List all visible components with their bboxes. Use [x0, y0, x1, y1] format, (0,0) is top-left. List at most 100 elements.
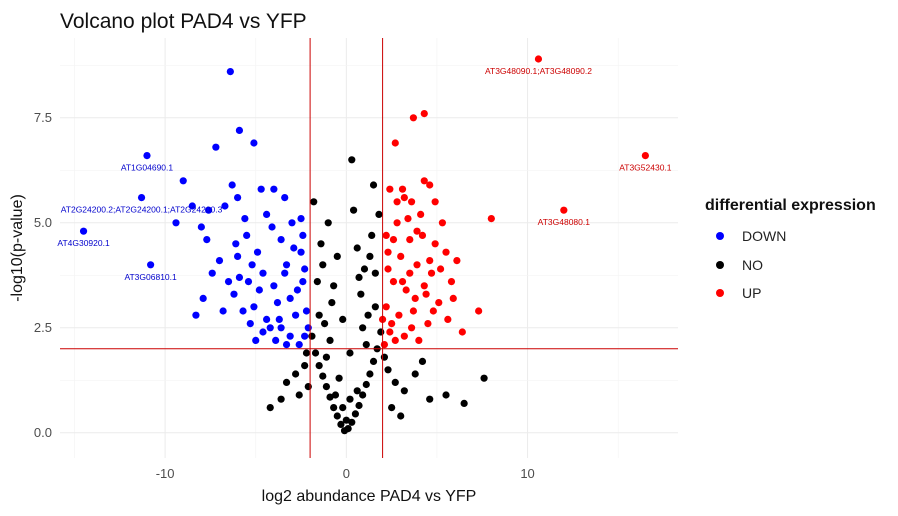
data-point-down [297, 215, 305, 223]
data-point-no [359, 324, 367, 332]
data-point-no [319, 372, 327, 380]
data-point-up [386, 328, 394, 336]
data-point-no [277, 395, 285, 403]
data-point-up [420, 282, 428, 290]
data-point-down [199, 294, 207, 302]
data-point-down [197, 223, 205, 231]
data-point-down [244, 278, 253, 286]
x-tick-label: -10 [156, 466, 175, 481]
data-point-up [449, 294, 457, 302]
data-point-no [348, 418, 356, 426]
data-point-up [398, 185, 407, 193]
data-point-up [409, 307, 418, 315]
x-tick-label: 0 [343, 466, 350, 481]
data-point-down [250, 139, 258, 147]
data-point-down [255, 286, 263, 294]
data-point-up [444, 315, 452, 323]
data-point-up [534, 55, 543, 63]
data-point-no [353, 387, 361, 395]
data-point-up [400, 194, 408, 202]
data-point-up [389, 278, 398, 286]
data-point-down [221, 202, 229, 210]
legend-key-no [716, 261, 724, 269]
data-point-down [137, 194, 146, 202]
data-point-no [320, 320, 329, 328]
data-point-up [415, 336, 423, 344]
data-point-no [333, 412, 341, 420]
data-point-no [400, 387, 408, 395]
data-point-up [406, 269, 414, 277]
data-point-no [339, 315, 347, 323]
data-point-down [275, 315, 283, 323]
data-point-down [281, 194, 289, 202]
data-point-down [234, 194, 242, 202]
data-point-no [353, 244, 361, 252]
data-point-down [228, 181, 236, 189]
data-point-down [226, 68, 234, 76]
data-point-down [277, 236, 285, 244]
data-point-up [388, 320, 396, 328]
data-point-down [252, 336, 260, 344]
data-point-no [302, 349, 311, 357]
data-point-up [426, 181, 434, 189]
data-point-up [407, 198, 416, 206]
data-point-no [359, 391, 367, 399]
data-point-up [407, 324, 416, 332]
data-point-down [281, 269, 289, 277]
data-point-up [382, 303, 390, 311]
series-no [266, 156, 488, 435]
data-point-up [436, 265, 445, 273]
data-point-no [362, 341, 370, 349]
data-point-down [286, 332, 294, 340]
data-point-no [315, 311, 323, 319]
data-point-no [371, 303, 379, 311]
data-point-down [282, 341, 291, 349]
data-point-no [351, 410, 360, 418]
data-point-down [263, 315, 271, 323]
point-label: AT3G48080.1 [538, 217, 591, 227]
point-label: AT4G30920.1 [57, 238, 110, 248]
data-point-no [266, 404, 274, 412]
data-point-down [219, 307, 227, 315]
data-point-no [369, 357, 378, 365]
data-point-down [205, 206, 213, 214]
data-point-no [375, 210, 383, 218]
y-axis-title: -log10(p-value) [9, 194, 26, 302]
data-point-up [389, 236, 398, 244]
data-point-down [234, 252, 242, 260]
data-point-down [263, 210, 271, 218]
data-point-no [480, 374, 488, 382]
data-point-up [429, 307, 437, 315]
threshold-lines [60, 38, 678, 458]
data-point-no [346, 349, 354, 357]
data-point-down [282, 261, 291, 269]
data-point-no [348, 156, 356, 164]
point-label: AT3G06810.1 [124, 272, 177, 282]
data-point-up [475, 307, 483, 315]
data-point-no [384, 366, 392, 374]
y-axis-ticks: 0.0 2.5 5.0 7.5 [34, 110, 52, 440]
data-point-no [344, 425, 352, 433]
data-point-no [322, 353, 331, 361]
data-point-no [326, 336, 334, 344]
data-point-down [250, 303, 258, 311]
data-point-no [377, 328, 385, 336]
data-point-down [270, 282, 278, 290]
data-point-down [277, 324, 285, 332]
data-point-down [235, 126, 244, 134]
legend-key-up [716, 289, 724, 297]
data-point-up [422, 290, 430, 298]
y-tick-label: 0.0 [34, 425, 52, 440]
data-point-down [192, 311, 200, 319]
data-point-no [391, 378, 399, 386]
data-point-down [246, 320, 254, 328]
data-point-up [458, 328, 466, 336]
data-point-no [355, 401, 363, 410]
data-point-no [308, 332, 316, 340]
data-point-up [420, 110, 428, 118]
data-point-no [366, 370, 374, 378]
data-point-no [342, 416, 350, 424]
data-point-up [447, 278, 456, 286]
data-point-no [328, 299, 336, 307]
